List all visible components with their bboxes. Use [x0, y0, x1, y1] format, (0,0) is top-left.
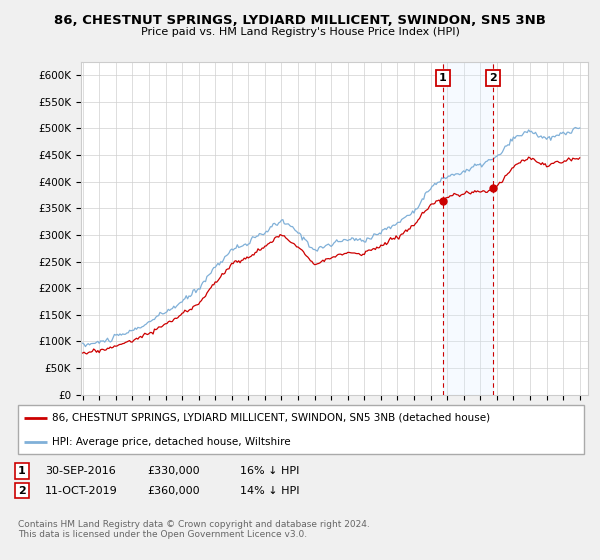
Text: 1: 1	[18, 466, 26, 476]
Text: £360,000: £360,000	[147, 486, 200, 496]
Bar	[443, 62, 493, 395]
Text: 14% ↓ HPI: 14% ↓ HPI	[240, 486, 299, 496]
Text: £330,000: £330,000	[147, 466, 200, 476]
Text: 11-OCT-2019: 11-OCT-2019	[45, 486, 118, 496]
Text: 2: 2	[490, 73, 497, 83]
Text: Contains HM Land Registry data © Crown copyright and database right 2024.
This d: Contains HM Land Registry data © Crown c…	[18, 520, 370, 539]
Text: Price paid vs. HM Land Registry's House Price Index (HPI): Price paid vs. HM Land Registry's House …	[140, 27, 460, 37]
Text: 1: 1	[439, 73, 447, 83]
Text: 2: 2	[18, 486, 26, 496]
Text: 86, CHESTNUT SPRINGS, LYDIARD MILLICENT, SWINDON, SN5 3NB (detached house): 86, CHESTNUT SPRINGS, LYDIARD MILLICENT,…	[52, 413, 490, 423]
Text: 16% ↓ HPI: 16% ↓ HPI	[240, 466, 299, 476]
Text: HPI: Average price, detached house, Wiltshire: HPI: Average price, detached house, Wilt…	[52, 437, 291, 447]
Text: 30-SEP-2016: 30-SEP-2016	[45, 466, 116, 476]
Text: 86, CHESTNUT SPRINGS, LYDIARD MILLICENT, SWINDON, SN5 3NB: 86, CHESTNUT SPRINGS, LYDIARD MILLICENT,…	[54, 14, 546, 27]
